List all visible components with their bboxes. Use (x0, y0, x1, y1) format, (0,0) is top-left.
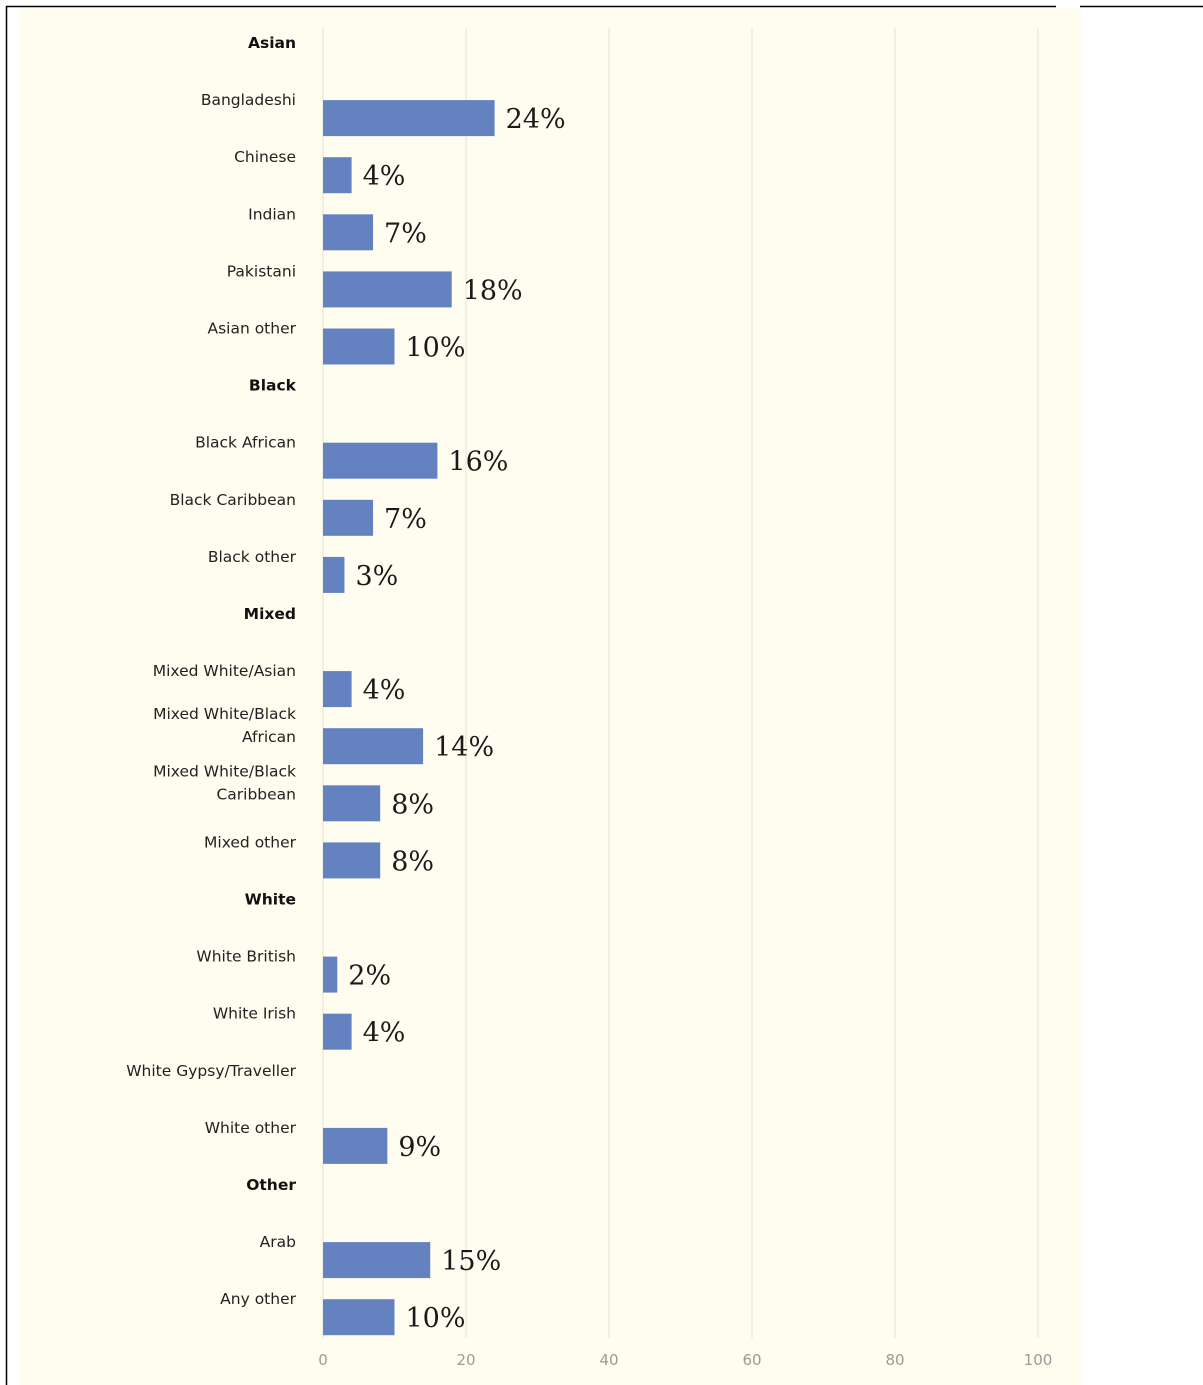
category-label-white-gypsy-traveller: White Gypsy/Traveller (126, 1062, 296, 1080)
value-label-mixed-white-black-caribbean: 8% (391, 789, 434, 820)
group-header-asian: Asian (248, 34, 296, 52)
x-tick-label-80: 80 (885, 1351, 904, 1369)
bar-mixed-white-black-african (323, 728, 424, 765)
bars (323, 100, 495, 1336)
bar-mixed-white-asian (323, 671, 352, 708)
plot-background (20, 8, 1082, 1385)
bar-black-african (323, 442, 438, 479)
gridlines (322, 28, 1039, 1338)
value-label-white-irish: 4% (363, 1018, 406, 1049)
group-header-other: Other (246, 1176, 296, 1194)
bar-white-british (323, 956, 338, 993)
category-label-mixed-white-asian: Mixed White/Asian (153, 662, 296, 680)
category-label-indian: Indian (248, 205, 296, 223)
bar-pakistani (323, 271, 452, 308)
bar-chinese (323, 157, 352, 194)
value-label-mixed-white-asian: 4% (363, 675, 406, 706)
bar-white-irish (323, 1013, 352, 1050)
category-label-mixed-white-black-caribbean: Mixed White/Black Caribbean (153, 762, 296, 803)
category-label-white-british: White British (196, 948, 296, 966)
group-header-black: Black (249, 377, 297, 395)
category-label-mixed-other: Mixed other (204, 833, 297, 851)
value-labels: 24%4%7%18%10%16%7%3%4%14%8%8%2%4%9%15%10… (348, 104, 565, 1334)
value-label-black-other: 3% (355, 561, 398, 592)
bar-arab (323, 1242, 431, 1279)
value-label-mixed-other: 8% (391, 846, 434, 877)
category-label-white-irish: White Irish (213, 1005, 296, 1023)
value-label-indian: 7% (384, 218, 427, 249)
category-label-pakistani: Pakistani (227, 262, 296, 280)
category-label-arab: Arab (260, 1233, 296, 1251)
value-label-asian-other: 10% (406, 333, 466, 364)
frame-lines (5, 5, 1203, 1385)
category-label-white-other: White other (205, 1119, 297, 1137)
category-label-any-other: Any other (220, 1290, 296, 1308)
bar-indian (323, 214, 374, 251)
group-header-mixed: Mixed (244, 605, 296, 623)
value-label-bangladeshi: 24% (506, 104, 566, 135)
bar-black-caribbean (323, 499, 374, 536)
x-tick-label-100: 100 (1024, 1351, 1053, 1369)
category-label-black-caribbean: Black Caribbean (170, 491, 296, 509)
value-label-black-caribbean: 7% (384, 504, 427, 535)
bar-any-other (323, 1299, 395, 1336)
value-label-pakistani: 18% (463, 275, 523, 306)
value-label-arab: 15% (441, 1246, 501, 1277)
category-label-mixed-white-black-african: Mixed White/Black African (153, 705, 296, 746)
x-tick-label-20: 20 (456, 1351, 475, 1369)
value-label-any-other: 10% (406, 1303, 466, 1334)
bar-bangladeshi (323, 100, 495, 137)
bar-mixed-white-black-caribbean (323, 785, 381, 822)
bar-mixed-other (323, 842, 381, 879)
x-tick-label-0: 0 (318, 1351, 328, 1369)
value-label-white-other: 9% (398, 1132, 441, 1163)
category-label-black-other: Black other (208, 548, 297, 566)
x-tick-label-40: 40 (599, 1351, 618, 1369)
group-header-white: White (245, 891, 296, 909)
bar-white-other (323, 1127, 388, 1164)
category-label-chinese: Chinese (234, 148, 296, 166)
value-label-white-british: 2% (348, 961, 391, 992)
value-label-black-african: 16% (448, 447, 508, 478)
category-label-bangladeshi: Bangladeshi (201, 91, 296, 109)
value-label-mixed-white-black-african: 14% (434, 732, 494, 763)
value-label-chinese: 4% (363, 161, 406, 192)
bar-black-other (323, 556, 345, 593)
x-axis: 0 20 40 60 80 100 (318, 1351, 1052, 1369)
x-tick-label-60: 60 (742, 1351, 761, 1369)
category-label-asian-other: Asian other (207, 320, 296, 338)
category-labels: Asian Bangladeshi Chinese Indian Pakistani As… (126, 34, 296, 1308)
bar-asian-other (323, 328, 395, 365)
category-label-black-african: Black African (195, 434, 296, 452)
